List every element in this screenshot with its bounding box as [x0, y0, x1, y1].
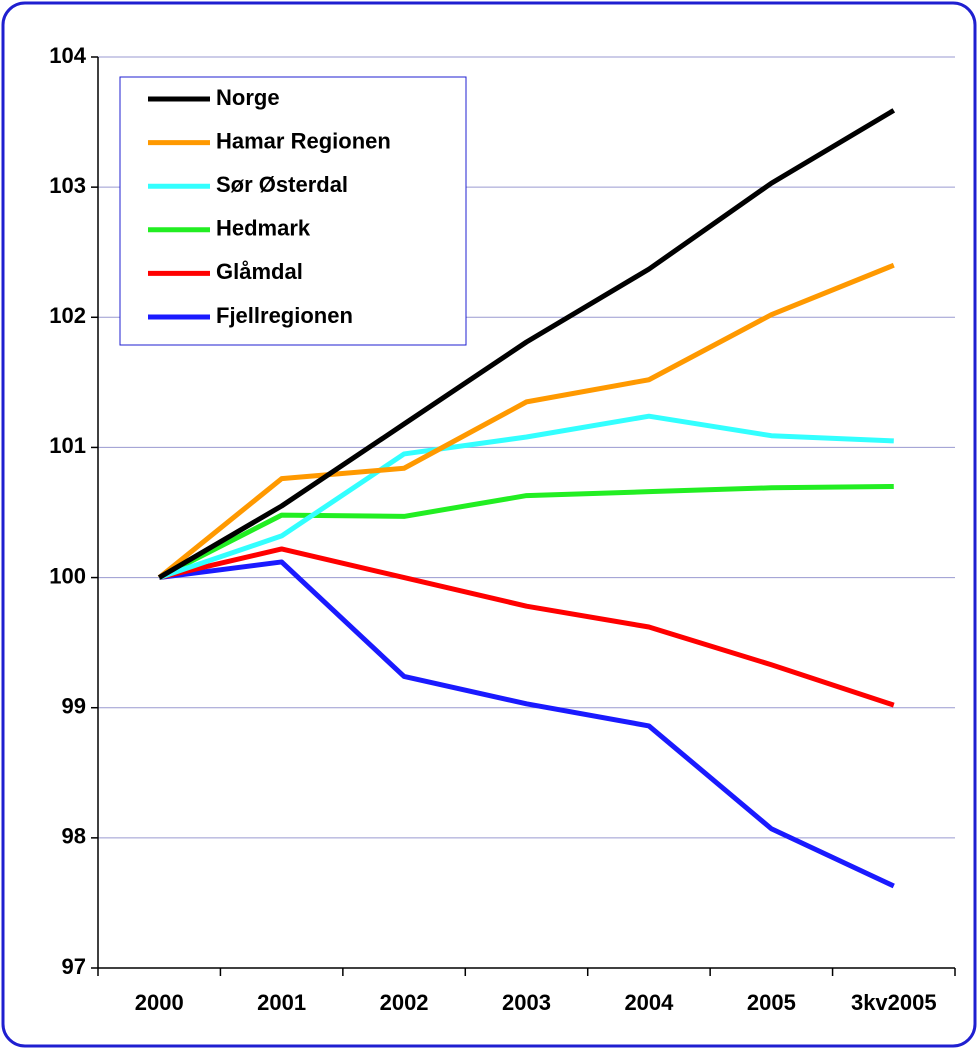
- series-line: [158, 413, 894, 580]
- y-tick-label: 104: [49, 43, 86, 68]
- x-tick-label: 2002: [380, 990, 429, 1015]
- series-line: [158, 483, 894, 580]
- legend-box: [119, 76, 467, 346]
- y-tick-label: 102: [49, 303, 86, 328]
- y-tick-label: 101: [49, 433, 86, 458]
- series-line: [157, 108, 896, 580]
- series-line: [158, 559, 895, 889]
- x-tick-label: 2004: [624, 990, 674, 1015]
- series-line: [158, 546, 895, 708]
- x-tick-label: 2001: [257, 990, 306, 1015]
- y-tick-label: 100: [49, 563, 86, 588]
- x-tick-label: 2000: [135, 990, 184, 1015]
- legend-label: Hedmark: [216, 216, 311, 241]
- legend-label: Sør Østerdal: [216, 172, 348, 197]
- legend-label: Norge: [216, 85, 280, 110]
- x-tick-label: 2005: [747, 990, 796, 1015]
- y-tick-label: 103: [49, 173, 86, 198]
- legend-label: Fjellregionen: [216, 303, 353, 328]
- legend-label: Hamar Regionen: [216, 128, 391, 153]
- x-tick-label: 2003: [502, 990, 551, 1015]
- x-tick-label: 3kv2005: [851, 990, 937, 1015]
- legend-label: Glåmdal: [216, 259, 303, 284]
- y-tick-label: 97: [62, 954, 86, 979]
- y-tick-label: 99: [62, 694, 86, 719]
- y-tick-label: 98: [62, 824, 86, 849]
- series-line: [157, 262, 895, 580]
